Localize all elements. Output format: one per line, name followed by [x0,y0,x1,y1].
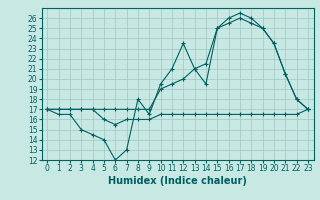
X-axis label: Humidex (Indice chaleur): Humidex (Indice chaleur) [108,176,247,186]
